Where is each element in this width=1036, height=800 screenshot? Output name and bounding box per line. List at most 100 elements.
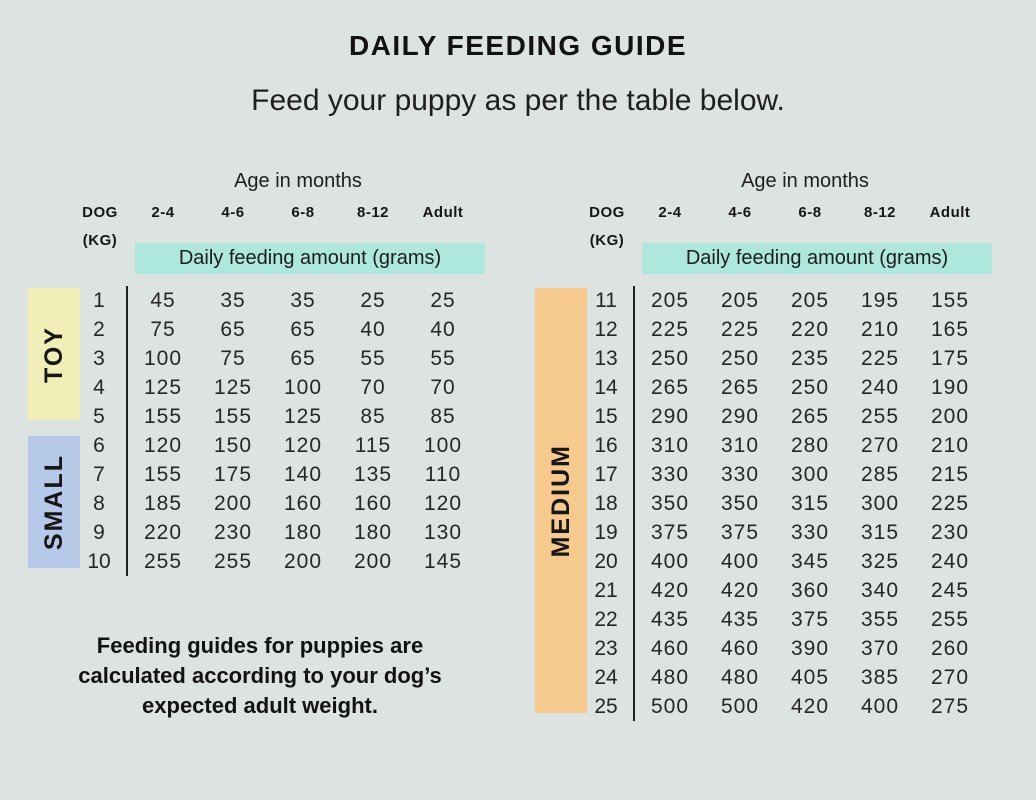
age-column-headers: 2-4 4-6 6-8 8-12 Adult	[635, 204, 985, 221]
table-row: 22 435 435 375 355 255	[535, 605, 985, 634]
feeding-amount-cell: 75	[150, 317, 176, 341]
age-in-months-header: Age in months	[234, 170, 362, 192]
table-row: 12 225 225 220 210 165	[535, 315, 985, 344]
feeding-amount-cell: 500	[720, 694, 760, 718]
feeding-amount-cell: 190	[930, 375, 970, 399]
feeding-amount-cell: 235	[790, 346, 830, 370]
feeding-amount-cell: 155	[143, 404, 183, 428]
age-column-header: Adult	[422, 204, 464, 221]
feeding-amount-cell: 160	[353, 491, 393, 515]
age-column-headers: 2-4 4-6 6-8 8-12 Adult	[128, 204, 478, 221]
feeding-amount-cell: 330	[720, 462, 760, 486]
feeding-amount-cell: 250	[790, 375, 830, 399]
table-row: 10 255 255 200 200 145	[28, 547, 478, 576]
feeding-amount-cell: 400	[720, 549, 760, 573]
feeding-amount-cell: 290	[720, 404, 760, 428]
feeding-amount-cell: 255	[930, 607, 970, 631]
feeding-amount-cell: 230	[213, 520, 253, 544]
feeding-amount-cell: 310	[720, 433, 760, 457]
feeding-amount-cell: 120	[143, 433, 183, 457]
dog-weight-kg-cell: 5	[28, 402, 128, 431]
feeding-amount-cell: 75	[220, 346, 246, 370]
feeding-amount-cell: 370	[860, 636, 900, 660]
feeding-amount-cell: 325	[860, 549, 900, 573]
feeding-amount-cell: 290	[650, 404, 690, 428]
feeding-amount-cell: 100	[423, 433, 463, 457]
feeding-amount-cell: 285	[860, 462, 900, 486]
dog-weight-kg-cell: 24	[535, 663, 635, 692]
feeding-amount-cell: 315	[790, 491, 830, 515]
age-column-header: 4-6	[221, 204, 245, 221]
feeding-amount-cell: 230	[930, 520, 970, 544]
table-row: 23 460 460 390 370 260	[535, 634, 985, 663]
table-row: 2 75 65 65 40 40	[28, 315, 478, 344]
table-row: 11 205 205 205 195 155	[535, 286, 985, 315]
feeding-amount-cell: 180	[353, 520, 393, 544]
feeding-rows: 1 45 35 35 25 25 2 75 65 65 40 40 3 100 75 65 55 55 4 125 12…	[28, 286, 478, 576]
feeding-amount-cell: 155	[930, 288, 970, 312]
age-in-months-header: Age in months	[741, 170, 869, 192]
dog-weight-kg-cell: 16	[535, 431, 635, 460]
feeding-amount-cell: 40	[430, 317, 456, 341]
dog-weight-kg-cell: 12	[535, 315, 635, 344]
feeding-amount-cell: 420	[720, 578, 760, 602]
table-row: 7 155 175 140 135 110	[28, 460, 478, 489]
dog-weight-kg-cell: 1	[28, 286, 128, 315]
feeding-table-toy-small: Age in months DOG 2-4 4-6 6-8 8-12 Adult (KG…	[28, 0, 498, 800]
feeding-amount-cell: 85	[360, 404, 386, 428]
feeding-amount-cell: 460	[720, 636, 760, 660]
feeding-amount-cell: 220	[790, 317, 830, 341]
dog-weight-kg-cell: 21	[535, 576, 635, 605]
table-row: 13 250 250 235 225 175	[535, 344, 985, 373]
kg-column-header: (KG)	[82, 232, 118, 249]
feeding-amount-cell: 405	[790, 665, 830, 689]
feeding-amount-cell: 40	[360, 317, 386, 341]
table-row: 15 290 290 265 255 200	[535, 402, 985, 431]
table-row: 25 500 500 420 400 275	[535, 692, 985, 721]
feeding-amount-cell: 260	[930, 636, 970, 660]
dog-column-header: DOG	[589, 204, 625, 221]
size-band-medium: MEDIUM	[535, 288, 587, 713]
feeding-amount-cell: 225	[930, 491, 970, 515]
dog-weight-kg-cell: 22	[535, 605, 635, 634]
feeding-amount-cell: 180	[283, 520, 323, 544]
table-row: 16 310 310 280 270 210	[535, 431, 985, 460]
feeding-amount-cell: 480	[720, 665, 760, 689]
feeding-amount-cell: 35	[290, 288, 316, 312]
feeding-amount-cell: 140	[283, 462, 323, 486]
feeding-amount-cell: 255	[860, 404, 900, 428]
feeding-amount-cell: 150	[213, 433, 253, 457]
feeding-amount-cell: 270	[860, 433, 900, 457]
feeding-amount-cell: 100	[283, 375, 323, 399]
dog-weight-kg-cell: 8	[28, 489, 128, 518]
table-row: 5 155 155 125 85 85	[28, 402, 478, 431]
feeding-amount-cell: 120	[283, 433, 323, 457]
table-row: 3 100 75 65 55 55	[28, 344, 478, 373]
age-column-header: 6-8	[798, 204, 822, 221]
dog-weight-kg-cell: 25	[535, 692, 635, 721]
feeding-amount-cell: 315	[860, 520, 900, 544]
feeding-amount-cell: 280	[790, 433, 830, 457]
feeding-amount-cell: 55	[360, 346, 386, 370]
dog-weight-kg-cell: 13	[535, 344, 635, 373]
feeding-amount-cell: 175	[213, 462, 253, 486]
feeding-amount-cell: 340	[860, 578, 900, 602]
feeding-amount-cell: 125	[143, 375, 183, 399]
age-column-header: 8-12	[863, 204, 897, 221]
page-subtitle: Feed your puppy as per the table below.	[251, 84, 785, 117]
feeding-amount-cell: 70	[430, 375, 456, 399]
feeding-amount-cell: 350	[720, 491, 760, 515]
feeding-amount-cell: 210	[930, 433, 970, 457]
feeding-amount-cell: 385	[860, 665, 900, 689]
feeding-amount-cell: 375	[650, 520, 690, 544]
feeding-table-medium: Age in months DOG 2-4 4-6 6-8 8-12 Adult (KG…	[535, 0, 1005, 800]
feeding-amount-cell: 400	[860, 694, 900, 718]
feeding-amount-cell: 85	[430, 404, 456, 428]
dog-weight-kg-cell: 7	[28, 460, 128, 489]
feeding-amount-cell: 155	[213, 404, 253, 428]
dog-weight-kg-cell: 23	[535, 634, 635, 663]
age-column-header: 8-12	[356, 204, 390, 221]
dog-column-header: DOG	[82, 204, 118, 221]
table-row: 21 420 420 360 340 245	[535, 576, 985, 605]
feeding-amount-cell: 65	[290, 317, 316, 341]
